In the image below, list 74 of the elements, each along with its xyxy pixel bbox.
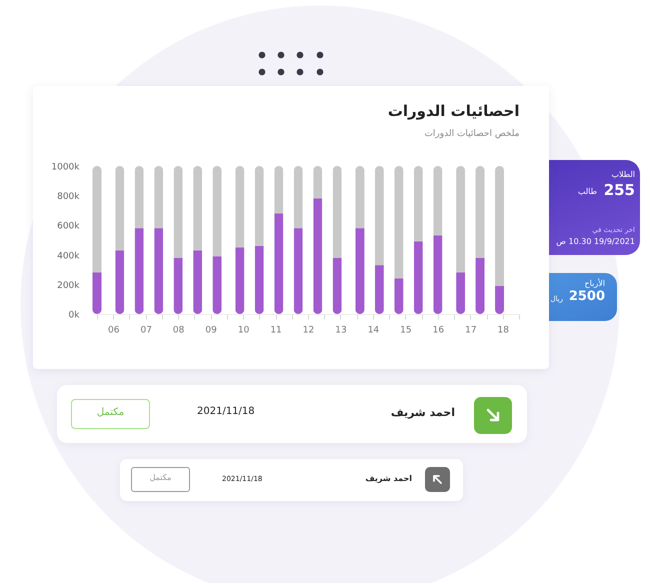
text: احمد شريف (365, 474, 412, 483)
y-tick-label: 600k (57, 222, 80, 232)
text: 255 (604, 181, 635, 199)
bar (374, 166, 384, 266)
x-tick-label: 09 (205, 326, 218, 336)
bar (332, 166, 342, 258)
bar (433, 236, 442, 314)
x-tick-label: 06 (108, 326, 120, 336)
bar (174, 166, 183, 258)
chart-subtitle: ملخص احصائيات الدورات (424, 129, 520, 139)
bar (235, 166, 244, 248)
bar (476, 258, 485, 314)
bar (254, 166, 264, 246)
bar (134, 166, 144, 228)
text: الطلاب (611, 170, 635, 179)
x-tick-label: 13 (335, 326, 347, 336)
bar (355, 228, 364, 314)
bar (174, 258, 183, 314)
bar (294, 228, 303, 314)
bar (456, 166, 466, 273)
text: احمد شريف (390, 406, 455, 419)
bar (115, 250, 124, 314)
bar (414, 166, 423, 242)
bar (92, 272, 102, 314)
x-tick-label: 07 (140, 326, 152, 336)
bar (433, 166, 442, 236)
bar (294, 166, 303, 228)
bar (313, 166, 322, 199)
y-tick-label: 200k (57, 280, 80, 291)
x-tick-label: 12 (302, 326, 314, 336)
bar (456, 272, 466, 314)
x-tick-label: 15 (400, 326, 412, 336)
status-button: مكتمل (131, 467, 190, 492)
x-tick-label: 17 (465, 326, 477, 336)
bar (274, 166, 284, 214)
text: 2021/11/18 (197, 406, 255, 417)
y-tick-label: 0k (68, 310, 80, 320)
bar (476, 166, 485, 258)
text: الأرباح (584, 279, 605, 288)
bar (154, 228, 164, 314)
bar (235, 247, 244, 314)
bar (374, 265, 384, 314)
chart-title: احصائيات الدورات (388, 102, 520, 120)
bar (212, 166, 222, 256)
bar (394, 166, 404, 278)
y-tick-label: 800k (57, 192, 80, 202)
bar (92, 166, 102, 273)
bar (355, 166, 364, 228)
status-button: مكتمل (71, 399, 150, 429)
bar (414, 241, 423, 314)
bar (193, 166, 202, 250)
bar (313, 198, 322, 314)
bar (394, 278, 404, 314)
x-tick-label: 08 (172, 326, 185, 336)
x-tick-label: 16 (432, 326, 444, 336)
text: 2500 (568, 289, 605, 304)
text: طالب (578, 187, 597, 196)
text: 19/9/2021 10.30 ص (556, 237, 635, 246)
x-tick-label: 14 (368, 326, 380, 336)
bar (134, 228, 144, 314)
x-tick-label: 18 (498, 326, 510, 336)
bar (254, 246, 264, 314)
y-tick-label: 1000k (51, 162, 80, 172)
bar (212, 256, 222, 314)
x-tick-label: 10 (238, 326, 250, 336)
bar (332, 258, 342, 314)
bar (495, 286, 504, 314)
bar (154, 166, 164, 228)
bar (193, 250, 202, 314)
x-tick-label: 11 (270, 326, 282, 336)
bar (115, 166, 124, 250)
y-tick-label: 400k (57, 251, 80, 262)
bar (274, 213, 284, 314)
bar (495, 166, 504, 286)
